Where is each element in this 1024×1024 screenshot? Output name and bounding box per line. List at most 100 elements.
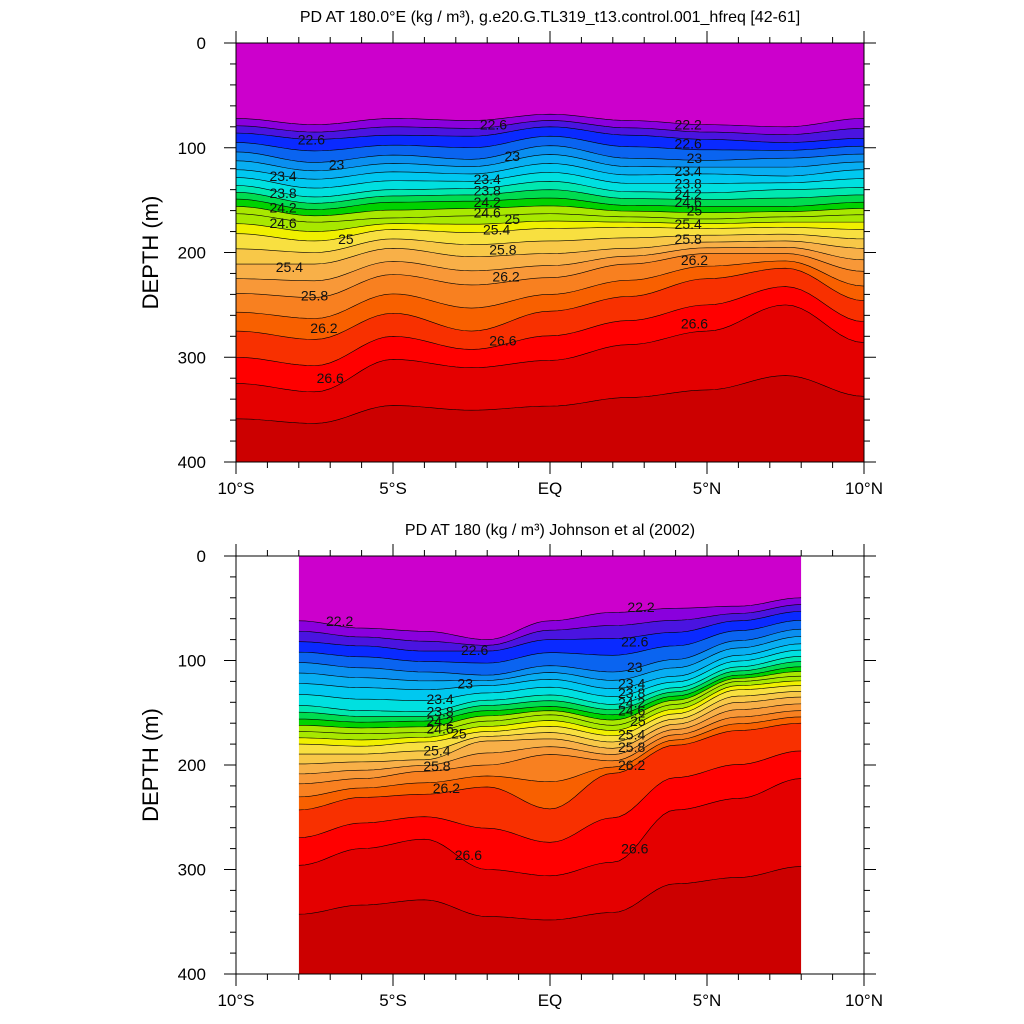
contour-label: 25 xyxy=(338,231,354,247)
contour-line xyxy=(236,154,864,172)
contour-line xyxy=(236,135,864,152)
contour-band xyxy=(298,620,802,676)
contour-line xyxy=(236,205,864,217)
contour-label: 25.8 xyxy=(423,758,450,774)
contour-label: 23.4 xyxy=(618,675,645,691)
contour-line xyxy=(298,666,802,723)
contour-label: 24.6 xyxy=(269,215,296,231)
contour-label: 25 xyxy=(451,726,467,742)
contour-label: 23 xyxy=(627,659,643,675)
x-tick-label: 10°N xyxy=(845,991,883,1010)
contour-label: 25.4 xyxy=(483,221,510,237)
panel-top-model: 22.62323.423.824.224.62525.425.826.226.6… xyxy=(138,9,883,498)
contour-line xyxy=(298,649,802,702)
y-tick-label: 100 xyxy=(178,139,206,158)
y-axis-label: DEPTH (m) xyxy=(138,196,163,310)
contour-line xyxy=(236,220,864,232)
contour-label: 25.4 xyxy=(423,742,450,758)
contour-band xyxy=(236,181,864,204)
contour-label: 22.6 xyxy=(298,131,325,147)
contour-line xyxy=(236,267,864,340)
contour-band xyxy=(236,247,864,298)
contour-line xyxy=(298,604,802,646)
contour-label: 23 xyxy=(329,157,345,173)
contour-line xyxy=(298,656,802,713)
contour-label: 24.6 xyxy=(474,205,501,221)
y-tick-label: 100 xyxy=(178,652,206,671)
contour-band xyxy=(298,611,802,664)
contour-label: 24.6 xyxy=(675,194,702,210)
x-tick-label: 10°N xyxy=(845,479,883,498)
y-tick-label: 0 xyxy=(197,34,206,53)
contour-label: 26.6 xyxy=(621,841,648,857)
y-tick-label: 200 xyxy=(178,244,206,263)
contour-label: 22.2 xyxy=(675,117,702,133)
contour-label: 25.8 xyxy=(675,231,702,247)
contour-band xyxy=(298,556,802,640)
contour-label: 26.6 xyxy=(455,847,482,863)
contour-label: 25 xyxy=(630,713,646,729)
contour-band xyxy=(298,697,802,774)
contour-label: 23.4 xyxy=(269,168,296,184)
contour-line xyxy=(236,240,864,265)
contour-line xyxy=(298,680,802,741)
contour-label: 25.4 xyxy=(675,216,702,232)
contour-band xyxy=(236,304,864,424)
contour-line xyxy=(298,866,802,921)
contour-lines xyxy=(298,597,802,921)
contour-line xyxy=(236,189,864,204)
contour-line xyxy=(236,197,864,210)
contour-band xyxy=(236,260,864,340)
contour-band xyxy=(236,268,864,366)
contour-label: 23 xyxy=(505,148,521,164)
contour-label: 22.6 xyxy=(675,136,702,152)
contour-line xyxy=(236,260,864,319)
contour-label: 25.4 xyxy=(618,727,645,743)
contour-band xyxy=(236,227,864,253)
contour-line xyxy=(298,778,802,877)
contour-line xyxy=(236,113,864,128)
contour-line xyxy=(236,375,864,424)
contour-band xyxy=(236,154,864,180)
x-tick-label: EQ xyxy=(538,991,563,1010)
y-tick-label: 0 xyxy=(197,547,206,566)
contour-label: 24.6 xyxy=(618,703,645,719)
contour-label: 23.8 xyxy=(474,183,501,199)
contour-line xyxy=(298,685,802,747)
contour-line xyxy=(298,703,802,775)
contour-line xyxy=(298,716,802,798)
x-tick-label: EQ xyxy=(538,479,563,498)
contour-label: 24.2 xyxy=(426,713,453,729)
contour-label: 24.2 xyxy=(269,199,296,215)
contour-band xyxy=(298,710,802,797)
contour-band xyxy=(236,221,864,241)
x-tick-label: 10°S xyxy=(217,479,254,498)
contour-label: 25.4 xyxy=(276,259,303,275)
contour-line xyxy=(236,213,864,223)
contour-fills xyxy=(298,556,802,974)
y-tick-label: 300 xyxy=(178,348,206,367)
contour-line xyxy=(298,691,802,755)
contour-band xyxy=(298,691,802,764)
contour-line xyxy=(236,253,864,298)
contour-label: 24.2 xyxy=(618,694,645,710)
contour-line xyxy=(298,696,802,765)
contour-label: 23.4 xyxy=(675,163,702,179)
contour-band xyxy=(236,136,864,163)
contour-label: 23.4 xyxy=(426,691,453,707)
contour-band xyxy=(236,114,864,135)
contour-label: 24.6 xyxy=(426,720,453,736)
y-tick-label: 200 xyxy=(178,756,206,775)
contour-line xyxy=(298,628,802,676)
contour-line xyxy=(298,710,802,785)
x-tick-label: 5°S xyxy=(379,479,407,498)
contour-band xyxy=(298,750,802,876)
contour-label: 23.8 xyxy=(426,704,453,720)
contour-label: 23.8 xyxy=(618,685,645,701)
contour-line xyxy=(298,722,802,811)
contour-line xyxy=(236,246,864,282)
contour-line xyxy=(298,661,802,717)
contour-label: 25.8 xyxy=(489,241,516,257)
contour-label: 25.8 xyxy=(618,739,645,755)
